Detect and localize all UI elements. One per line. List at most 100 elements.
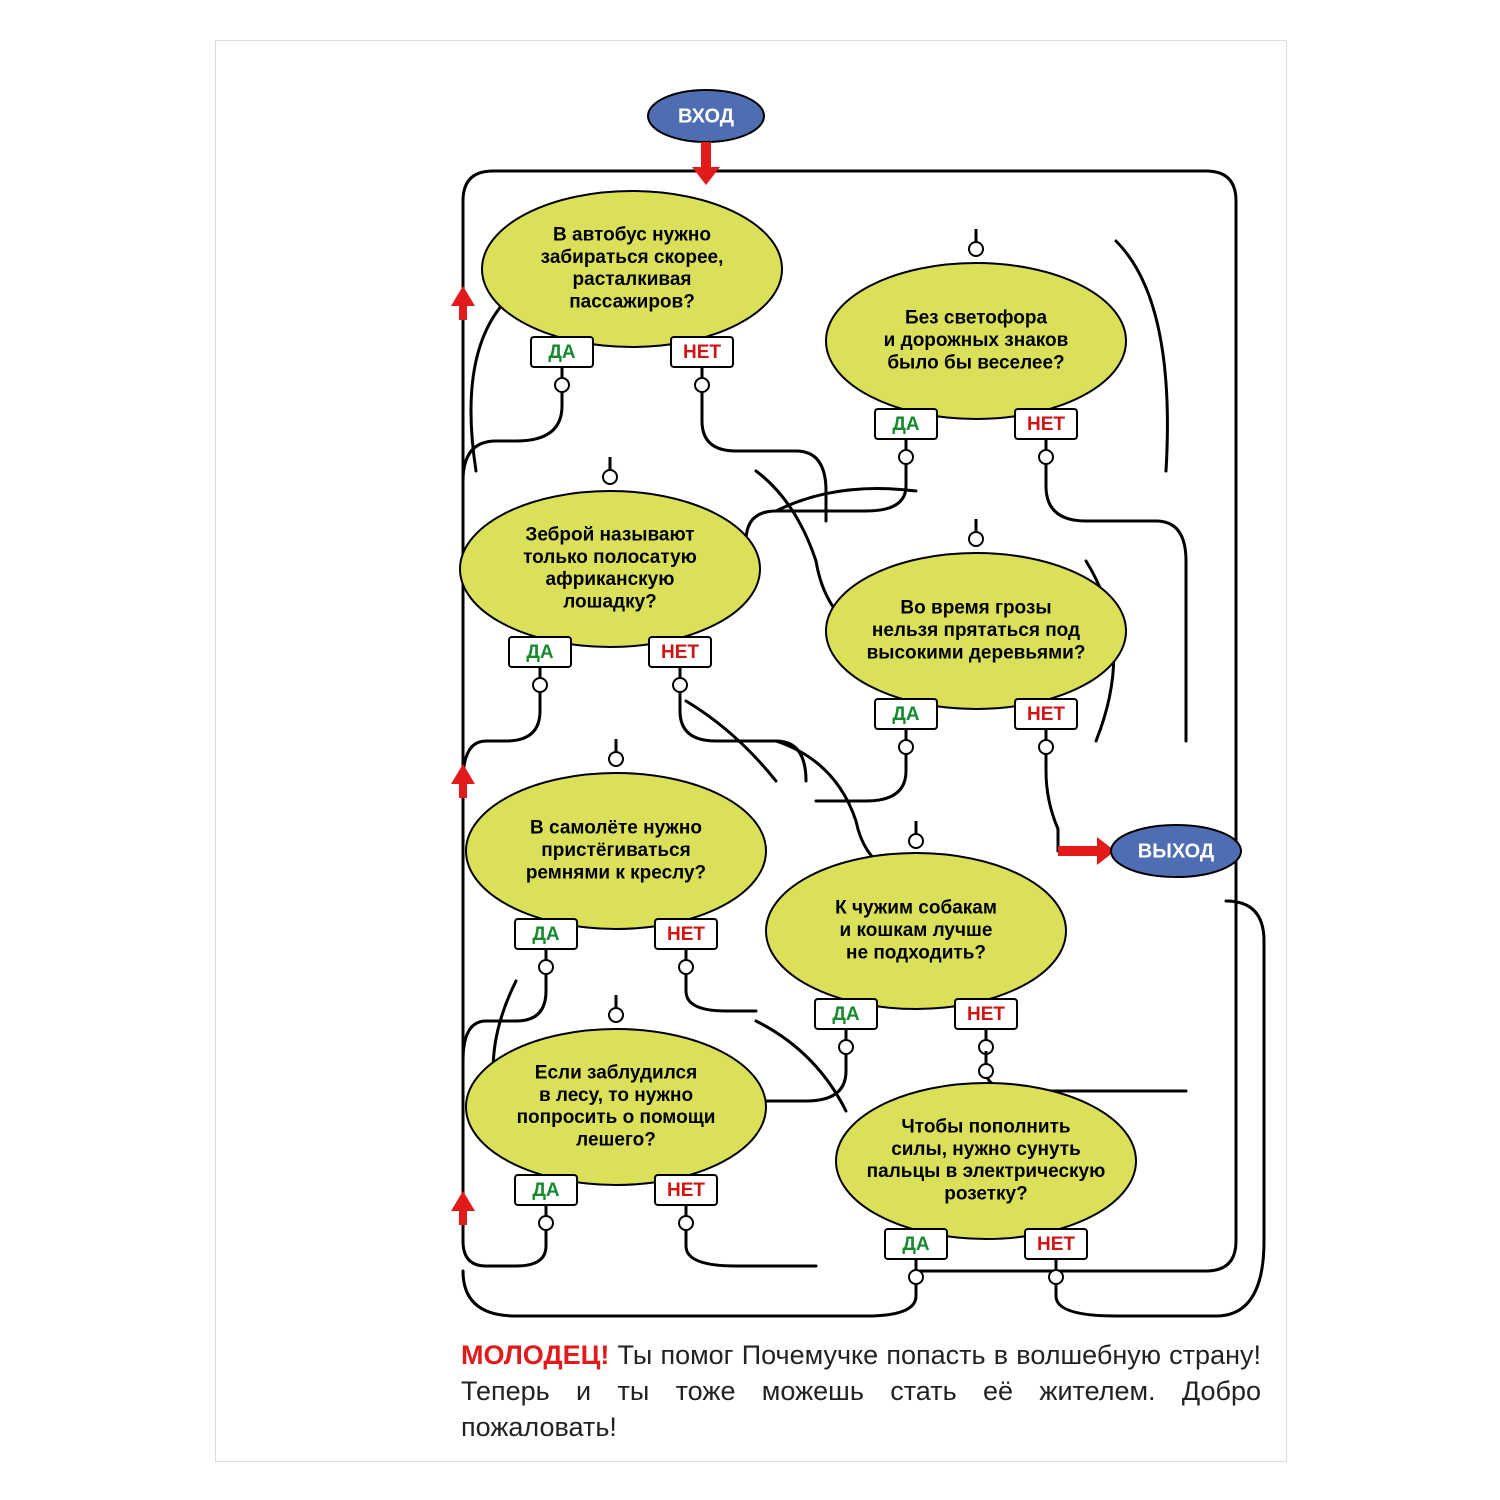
answer-n7-no[interactable]: НЕТ [655, 1175, 717, 1230]
entry-dot-6 [979, 1064, 993, 1078]
connector-dot [1039, 450, 1053, 464]
question-text: и кошкам лучше [840, 920, 993, 941]
edge-8 [1046, 747, 1058, 851]
answer-n4-no-label: НЕТ [1027, 704, 1065, 725]
question-text: пристёгиваться [541, 840, 690, 861]
edge-14 [686, 1223, 816, 1266]
answer-n2-no[interactable]: НЕТ [1015, 409, 1077, 464]
question-text: попросить о помощи [517, 1107, 716, 1128]
entry-dot-5 [609, 1008, 623, 1022]
answer-n1-no[interactable]: НЕТ [671, 337, 733, 392]
exit-label: ВЫХОД [1138, 840, 1214, 862]
answer-n3-no[interactable]: НЕТ [649, 637, 711, 692]
answer-n7-yes[interactable]: ДА [515, 1175, 577, 1230]
answer-n7-yes-label: ДА [532, 1180, 560, 1201]
connector-dot [1049, 1270, 1063, 1284]
page-root: ВХОД ВЫХОД В автобус нужнозабираться скоре… [0, 0, 1500, 1500]
answer-n8-no-label: НЕТ [1037, 1234, 1075, 1255]
edge-11 [756, 1047, 846, 1101]
question-text: В самолёте нужно [530, 818, 702, 839]
question-text: и дорожных знаков [884, 330, 1069, 351]
connector-dot [673, 678, 687, 692]
question-text: нельзя прятаться под [872, 620, 1080, 641]
edge-15 [463, 1271, 916, 1316]
answer-n5-no[interactable]: НЕТ [655, 919, 717, 974]
connector-dot [899, 450, 913, 464]
question-node-n8: Чтобы пополнитьсилы, нужно сунутьпальцы … [836, 1083, 1136, 1284]
question-text: расталкивая [573, 269, 692, 290]
question-text: пассажиров? [569, 292, 695, 313]
connector-dot [533, 678, 547, 692]
answer-n6-yes[interactable]: ДА [815, 999, 877, 1054]
question-node-n5: В самолёте нужнопристёгиватьсяремнями к … [466, 773, 766, 974]
question-text: лешего? [576, 1130, 656, 1151]
answer-n2-yes[interactable]: ДА [875, 409, 937, 464]
answer-n5-yes-label: ДА [532, 924, 560, 945]
entry-dot-4 [909, 834, 923, 848]
edge-1 [463, 385, 562, 481]
question-node-n6: К чужим собаками кошкам лучшене подходит… [766, 853, 1066, 1054]
question-text: африканскую [546, 569, 675, 590]
entry-dot-1 [603, 470, 617, 484]
question-node-n3: Зеброй называюттолько полосатуюафриканск… [460, 491, 760, 692]
edge-22 [756, 1021, 846, 1111]
connector-dot [539, 960, 553, 974]
answer-n6-yes-label: ДА [832, 1004, 860, 1025]
answer-n3-yes[interactable]: ДА [509, 637, 571, 692]
question-text: пальцы в электрическую [867, 1161, 1106, 1182]
connector-dot [839, 1040, 853, 1054]
edge-24 [776, 489, 916, 512]
question-text: в лесу, то нужно [539, 1085, 693, 1106]
answer-n6-no-label: НЕТ [967, 1004, 1005, 1025]
entry-dot-2 [969, 532, 983, 546]
question-node-n7: Если заблудилсяв лесу, то нужнопопросить… [466, 1029, 766, 1230]
question-text: Зеброй называют [525, 524, 694, 545]
question-node-n1: В автобус нужнозабираться скорее,расталк… [482, 191, 782, 392]
question-text: было бы веселее? [887, 352, 1064, 373]
edge-10 [686, 967, 756, 1011]
question-text: ремнями к креслу? [526, 862, 706, 883]
answer-n1-yes-label: ДА [548, 342, 576, 363]
answer-n4-yes-label: ДА [892, 704, 920, 725]
connector-dot [539, 1216, 553, 1230]
entry-dot-0 [969, 242, 983, 256]
edge-6 [680, 685, 806, 781]
connector-dot [695, 378, 709, 392]
answer-n4-no[interactable]: НЕТ [1015, 699, 1077, 754]
question-text: Без светофора [905, 308, 1048, 329]
answer-n3-no-label: НЕТ [661, 642, 699, 663]
answer-n2-no-label: НЕТ [1027, 414, 1065, 435]
answer-n8-no[interactable]: НЕТ [1025, 1229, 1087, 1284]
answer-n4-yes[interactable]: ДА [875, 699, 937, 754]
entry-dot-3 [609, 752, 623, 766]
edge-2 [702, 385, 826, 521]
question-node-n4: Во время грозынельзя прятаться подвысоки… [826, 553, 1126, 754]
answer-n7-no-label: НЕТ [667, 1180, 705, 1201]
answer-n1-yes[interactable]: ДА [531, 337, 593, 392]
side-arrow [451, 764, 475, 798]
question-text: высокими деревьями? [867, 642, 1086, 663]
answer-n8-yes[interactable]: ДА [885, 1229, 947, 1284]
answer-n2-yes-label: ДА [892, 414, 920, 435]
question-text: В автобус нужно [553, 224, 711, 245]
connector-dot [899, 740, 913, 754]
edge-5 [463, 685, 540, 781]
entry-arrow-head [692, 167, 720, 185]
answer-n8-yes-label: ДА [902, 1234, 930, 1255]
question-text: Если заблудился [535, 1062, 697, 1083]
question-text: только полосатую [523, 547, 697, 568]
question-text: не подходить? [846, 942, 986, 963]
question-text: Во время грозы [900, 598, 1051, 619]
connector-dot [1039, 740, 1053, 754]
question-text: К чужим собакам [835, 898, 997, 919]
answer-n5-yes[interactable]: ДА [515, 919, 577, 974]
worksheet-card: ВХОД ВЫХОД В автобус нужнозабираться скоре… [215, 40, 1287, 1462]
question-node-n2: Без светофораи дорожных знаковбыло бы ве… [826, 263, 1126, 464]
question-text: лошадку? [563, 592, 657, 613]
connector-dot [555, 378, 569, 392]
connector-dot [679, 1216, 693, 1230]
edge-13 [463, 1223, 546, 1266]
connector-dot [909, 1270, 923, 1284]
answer-n6-no[interactable]: НЕТ [955, 999, 1017, 1054]
entry-label: ВХОД [678, 105, 734, 127]
